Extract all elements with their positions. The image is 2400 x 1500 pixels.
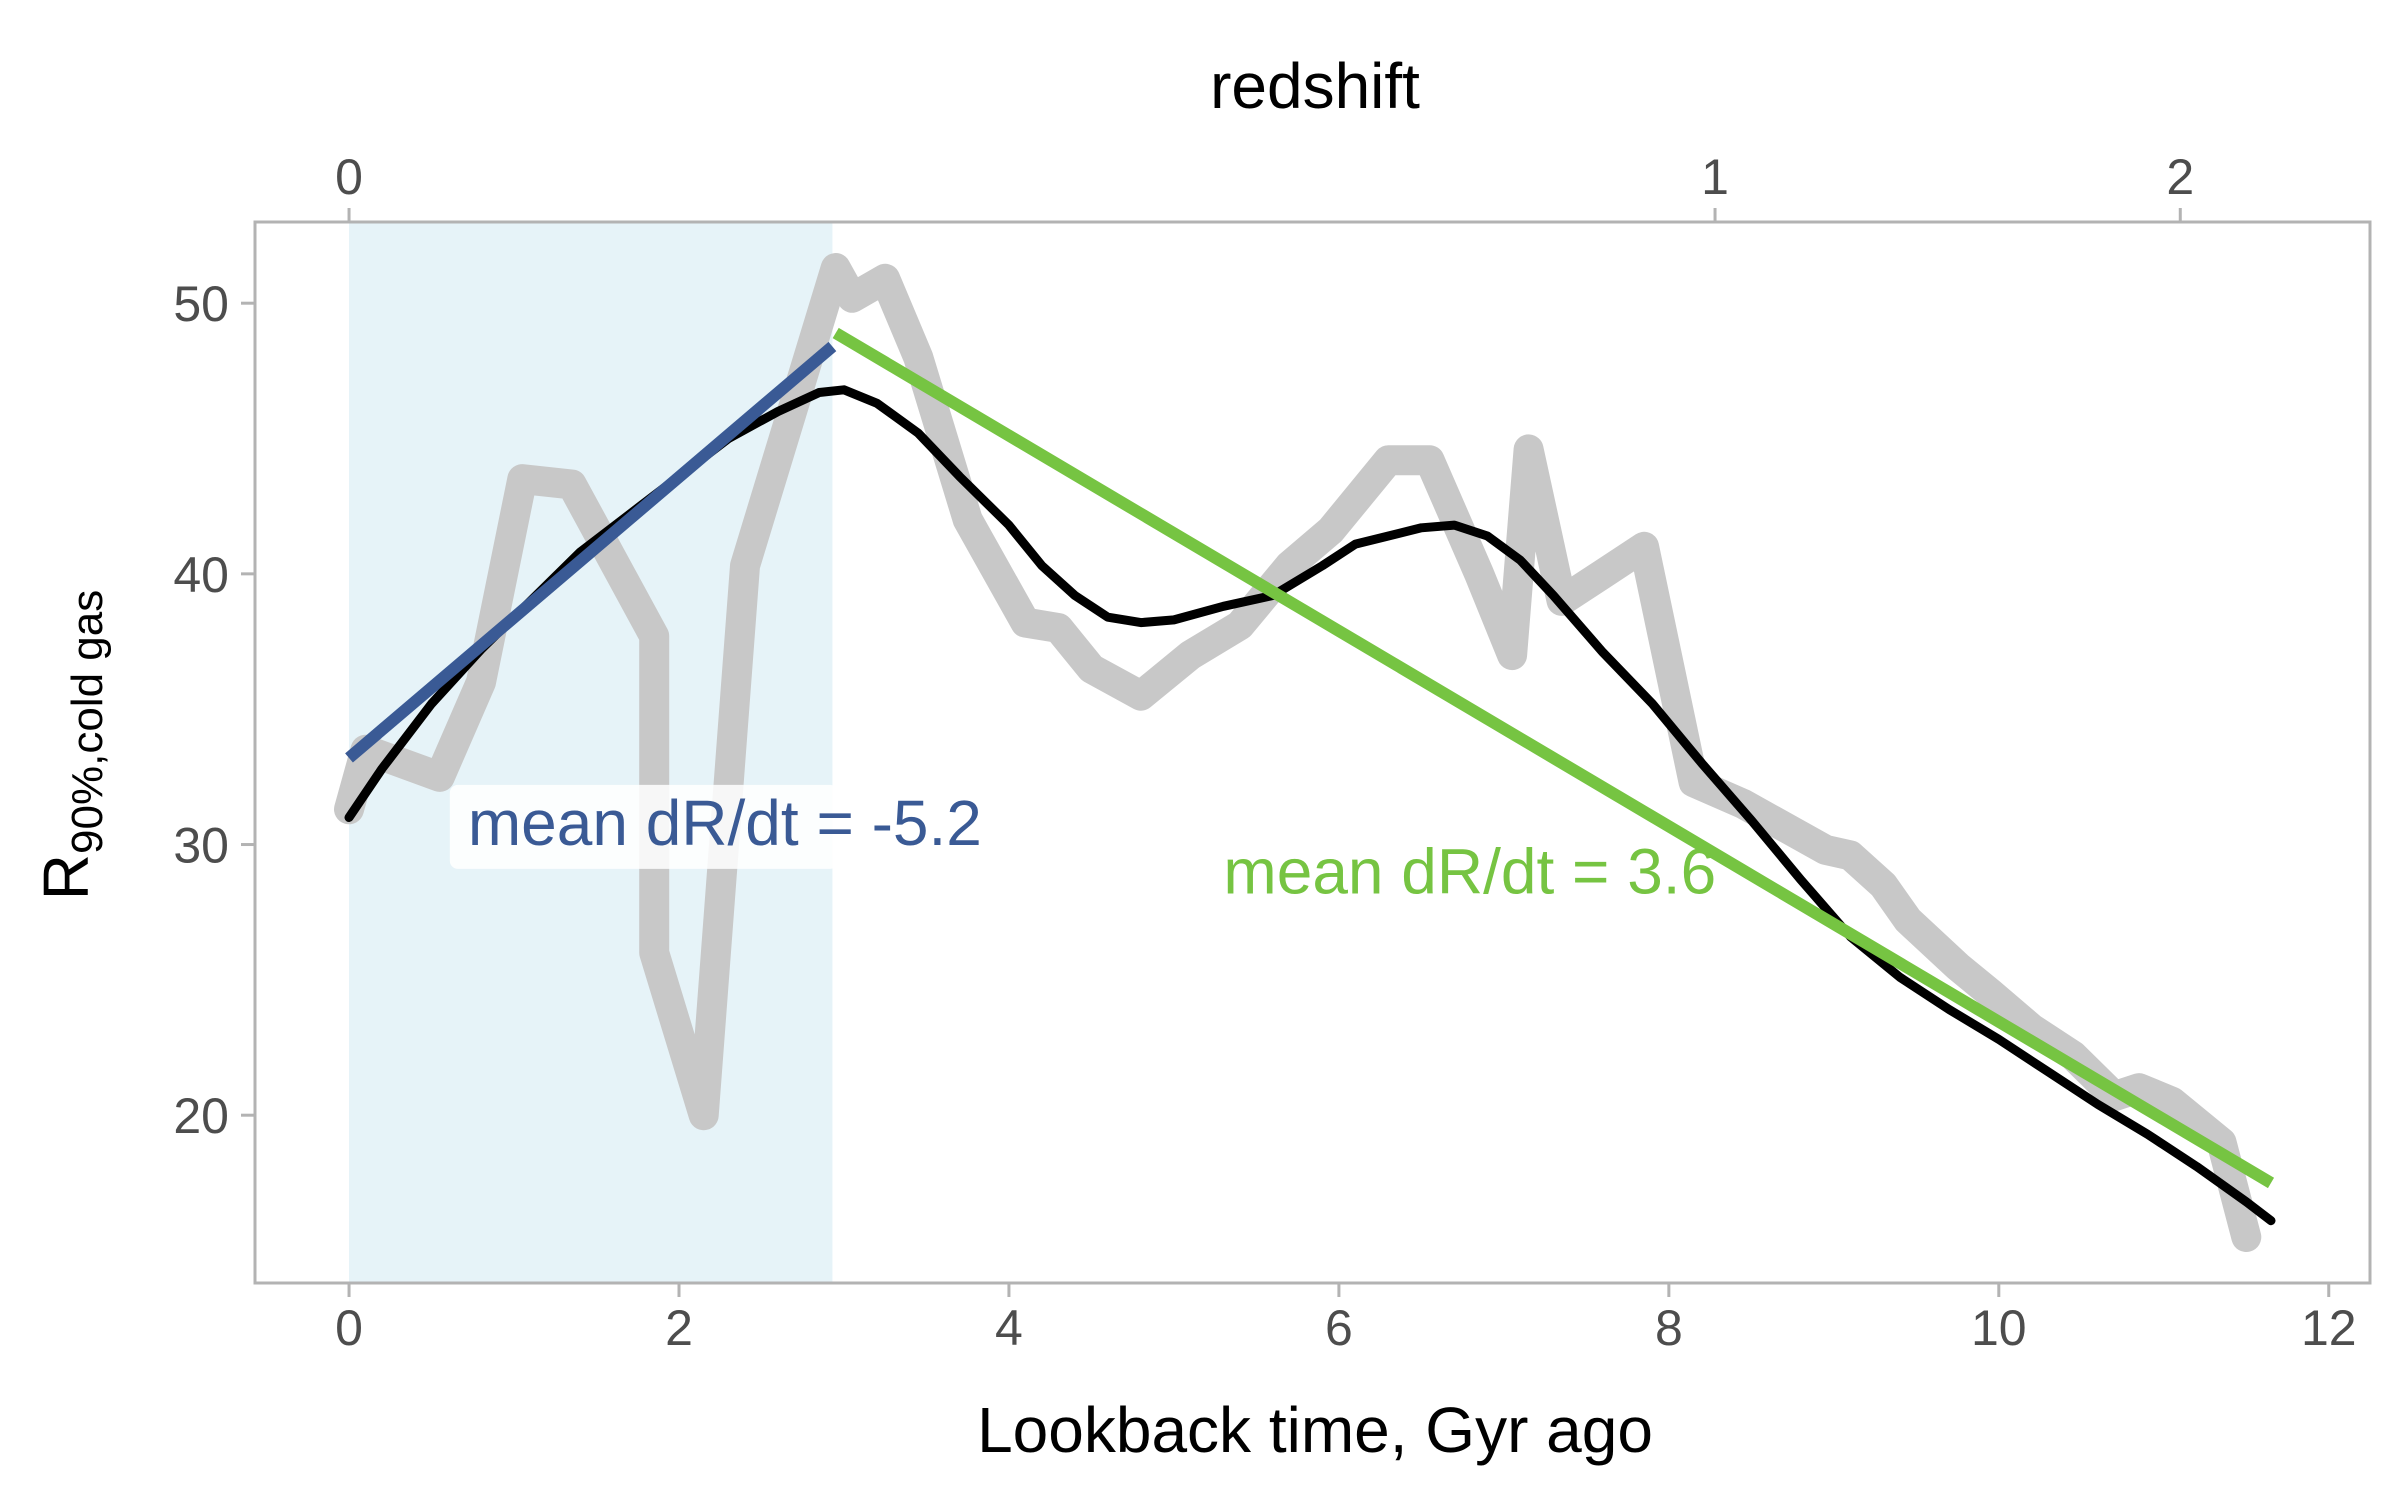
shaded-region bbox=[349, 222, 833, 1283]
x-tick-label: 2 bbox=[665, 1300, 693, 1356]
annotation-label-1: mean dR/dt = 3.6 bbox=[1223, 836, 1716, 908]
x-tick-label: 10 bbox=[1971, 1300, 2027, 1356]
bottom-x-axis: 0 2 4 6 8 10 12 bbox=[335, 1283, 2357, 1356]
plot-panel-border bbox=[253, 220, 2372, 1285]
top-tick-label: 1 bbox=[1701, 149, 1729, 205]
y-axis-title: R90%,cold gas bbox=[30, 590, 112, 900]
y-axis: 20 30 40 50 bbox=[173, 276, 255, 1144]
top-tick-label: 2 bbox=[2166, 149, 2194, 205]
annotation-box-0 bbox=[449, 784, 838, 869]
y-axis-title-subscript: 90%,cold gas bbox=[63, 590, 112, 854]
x-tick-label: 8 bbox=[1655, 1300, 1683, 1356]
top-x-axis: 0 1 2 bbox=[335, 149, 2194, 222]
x-tick-label: 12 bbox=[2301, 1300, 2357, 1356]
y-tick-label: 30 bbox=[173, 818, 229, 874]
series-line-raw-0 bbox=[334, 253, 2262, 1252]
x-tick-label: 4 bbox=[995, 1300, 1023, 1356]
x-axis-title: Lookback time, Gyr ago bbox=[977, 1394, 1653, 1466]
series-line-fit-3 bbox=[832, 327, 2275, 1189]
annotation-label-0: mean dR/dt = -5.2 bbox=[468, 787, 982, 859]
top-tick-label: 0 bbox=[335, 149, 363, 205]
annotation-layer: mean dR/dt = -5.2 mean dR/dt = 3.6 bbox=[449, 784, 1716, 908]
x-tick-label: 6 bbox=[1325, 1300, 1353, 1356]
x-tick-label: 0 bbox=[335, 1300, 363, 1356]
series-line-fit-2 bbox=[345, 341, 837, 763]
shaded-region-layer bbox=[349, 222, 833, 1283]
y-axis-title-main: R bbox=[30, 854, 102, 900]
series-layer bbox=[334, 253, 2276, 1252]
y-tick-label: 40 bbox=[173, 547, 229, 603]
y-tick-label: 50 bbox=[173, 276, 229, 332]
top-axis-title: redshift bbox=[1210, 50, 1420, 122]
y-tick-label: 20 bbox=[173, 1088, 229, 1144]
